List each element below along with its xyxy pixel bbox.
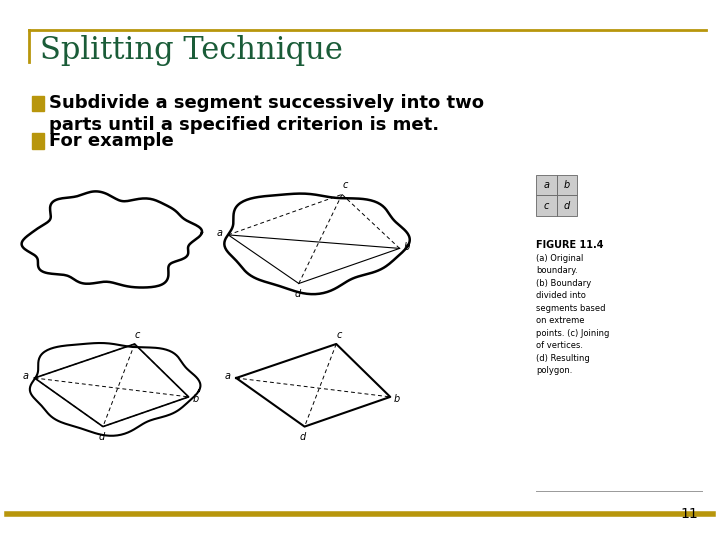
Bar	[557, 195, 577, 216]
Text: c: c	[336, 329, 342, 340]
Text: For example: For example	[49, 132, 174, 150]
Bar	[536, 175, 557, 195]
Bar	[32, 96, 44, 111]
Text: a: a	[217, 228, 222, 238]
Text: b: b	[564, 180, 570, 190]
Text: c: c	[135, 329, 140, 340]
Text: d: d	[99, 432, 104, 442]
Text: (a) Original
boundary.
(b) Boundary
divided into
segments based
on extreme
point: (a) Original boundary. (b) Boundary divi…	[536, 254, 610, 375]
Text: Splitting Technique: Splitting Technique	[40, 35, 343, 66]
Text: Subdivide a segment successively into two: Subdivide a segment successively into tw…	[49, 94, 484, 112]
Text: c: c	[342, 180, 348, 190]
Text: d: d	[294, 289, 300, 299]
Text: c: c	[544, 201, 549, 211]
Text: a: a	[23, 372, 29, 381]
Text: b: b	[403, 242, 410, 252]
Bar	[536, 195, 557, 216]
Text: FIGURE 11.4: FIGURE 11.4	[536, 240, 604, 251]
Text: d: d	[564, 201, 570, 211]
Text: a: a	[225, 372, 230, 381]
Text: parts until a specified criterion is met.: parts until a specified criterion is met…	[49, 116, 439, 134]
Text: a: a	[544, 180, 549, 190]
Bar	[32, 133, 44, 148]
Text: d: d	[300, 432, 306, 442]
Text: b: b	[394, 394, 400, 403]
Bar	[557, 175, 577, 195]
Text: 11: 11	[680, 507, 698, 521]
Text: b: b	[192, 394, 199, 403]
